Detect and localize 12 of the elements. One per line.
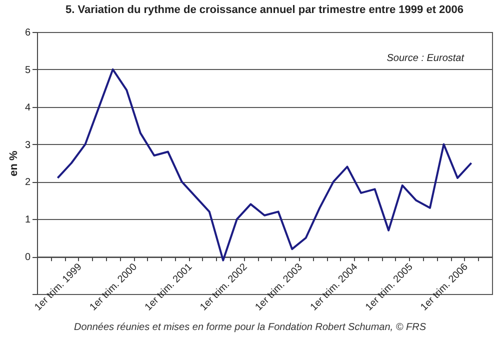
y-tick-label: 0 (24, 252, 31, 264)
chart-title: 5. Variation du rythme de croissance annuel par trimestre entre 1999 et 2006 (65, 4, 464, 16)
y-tick-label: 1 (24, 214, 31, 226)
y-tick-label: 4 (24, 102, 31, 114)
text: Données réunies et mises en forme pour la Fondation Robert Schuman, © FRS (73, 322, 427, 333)
y-tick-label: 5 (24, 64, 31, 76)
line-series (56, 68, 472, 262)
y-axis-title: en % (8, 150, 20, 176)
annotation: Source : Eurostat (386, 53, 466, 64)
y-tick-label: 6 (24, 28, 31, 38)
y-tick-label: 3 (24, 140, 31, 151)
y-tick-label: 2 (24, 177, 31, 188)
